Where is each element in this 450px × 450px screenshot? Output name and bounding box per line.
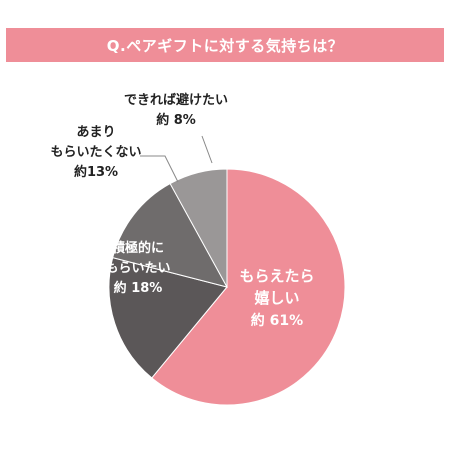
slice-label-2-line-0: あまり (76, 125, 115, 140)
chart-title: Q.ペアギフトに対する気持ちは？ (106, 36, 344, 55)
slice-value-label-3: 約 8% (156, 112, 196, 128)
pie-slice-0 (151, 168, 346, 406)
leader-line-2 (140, 155, 179, 183)
slice-label-1-line-1: もらいたい (105, 261, 170, 276)
slice-value-label-2: 約13% (74, 164, 118, 180)
slice-label-1-line-0: 積極的に (111, 240, 164, 256)
slice-value-label-1: 約 18% (114, 280, 163, 296)
pie-slice-2 (112, 182, 228, 288)
title-bar: Q.ペアギフトに対する気持ちは？ (6, 28, 444, 62)
slice-value-label-0: 約 61% (251, 312, 303, 329)
slice-label-3-line-0: できれば避けたい (124, 92, 228, 108)
leader-line-3 (201, 135, 213, 164)
pie-slice-1 (108, 257, 228, 379)
slice-label-0-line-0: もらえたら (239, 267, 314, 285)
slice-label-0-line-1: 嬉しい (253, 289, 299, 307)
slice-label-2-line-1: もらいたくない (50, 145, 141, 160)
pie-slice-3 (169, 168, 228, 288)
